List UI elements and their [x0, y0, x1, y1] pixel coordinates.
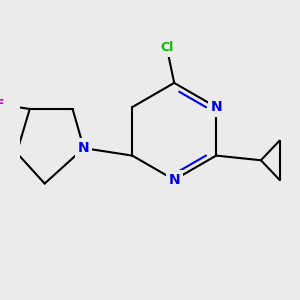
Text: F: F: [0, 98, 4, 111]
Text: Cl: Cl: [160, 41, 173, 54]
Text: N: N: [210, 100, 222, 114]
Text: N: N: [78, 141, 90, 155]
Text: N: N: [168, 173, 180, 187]
